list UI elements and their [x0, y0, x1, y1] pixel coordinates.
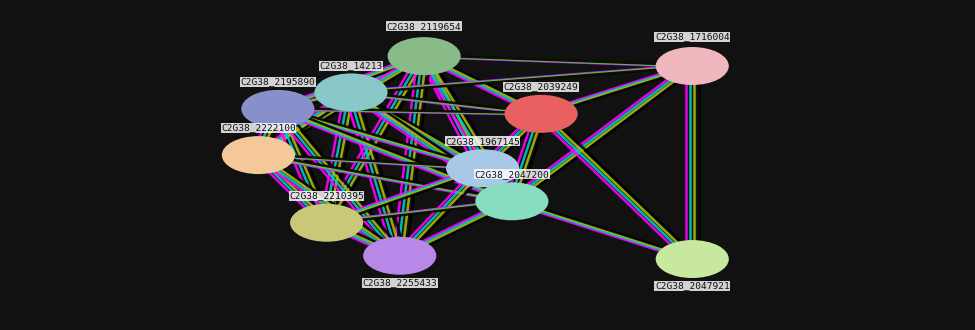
Ellipse shape	[388, 37, 460, 75]
Text: C2G38_2047200: C2G38_2047200	[475, 170, 549, 179]
Text: C2G38_2119654: C2G38_2119654	[387, 22, 461, 31]
Text: C2G38_2047921: C2G38_2047921	[655, 281, 729, 291]
Ellipse shape	[447, 149, 519, 187]
Ellipse shape	[242, 90, 314, 128]
Ellipse shape	[505, 95, 577, 133]
Text: C2G38_2222100: C2G38_2222100	[221, 123, 295, 133]
Text: C2G38_2039249: C2G38_2039249	[504, 82, 578, 91]
Text: C2G38_1716004: C2G38_1716004	[655, 32, 729, 42]
Ellipse shape	[314, 74, 388, 112]
Ellipse shape	[476, 182, 548, 220]
Ellipse shape	[655, 240, 729, 278]
Text: C2G38_14213: C2G38_14213	[320, 61, 382, 71]
Text: C2G38_2255433: C2G38_2255433	[363, 278, 437, 287]
Text: C2G38_2195890: C2G38_2195890	[241, 77, 315, 86]
Text: C2G38_2210395: C2G38_2210395	[290, 191, 364, 200]
Ellipse shape	[655, 47, 729, 85]
Ellipse shape	[363, 237, 437, 275]
Ellipse shape	[291, 204, 363, 242]
Text: C2G38_1967145: C2G38_1967145	[446, 137, 520, 146]
Ellipse shape	[222, 136, 294, 174]
